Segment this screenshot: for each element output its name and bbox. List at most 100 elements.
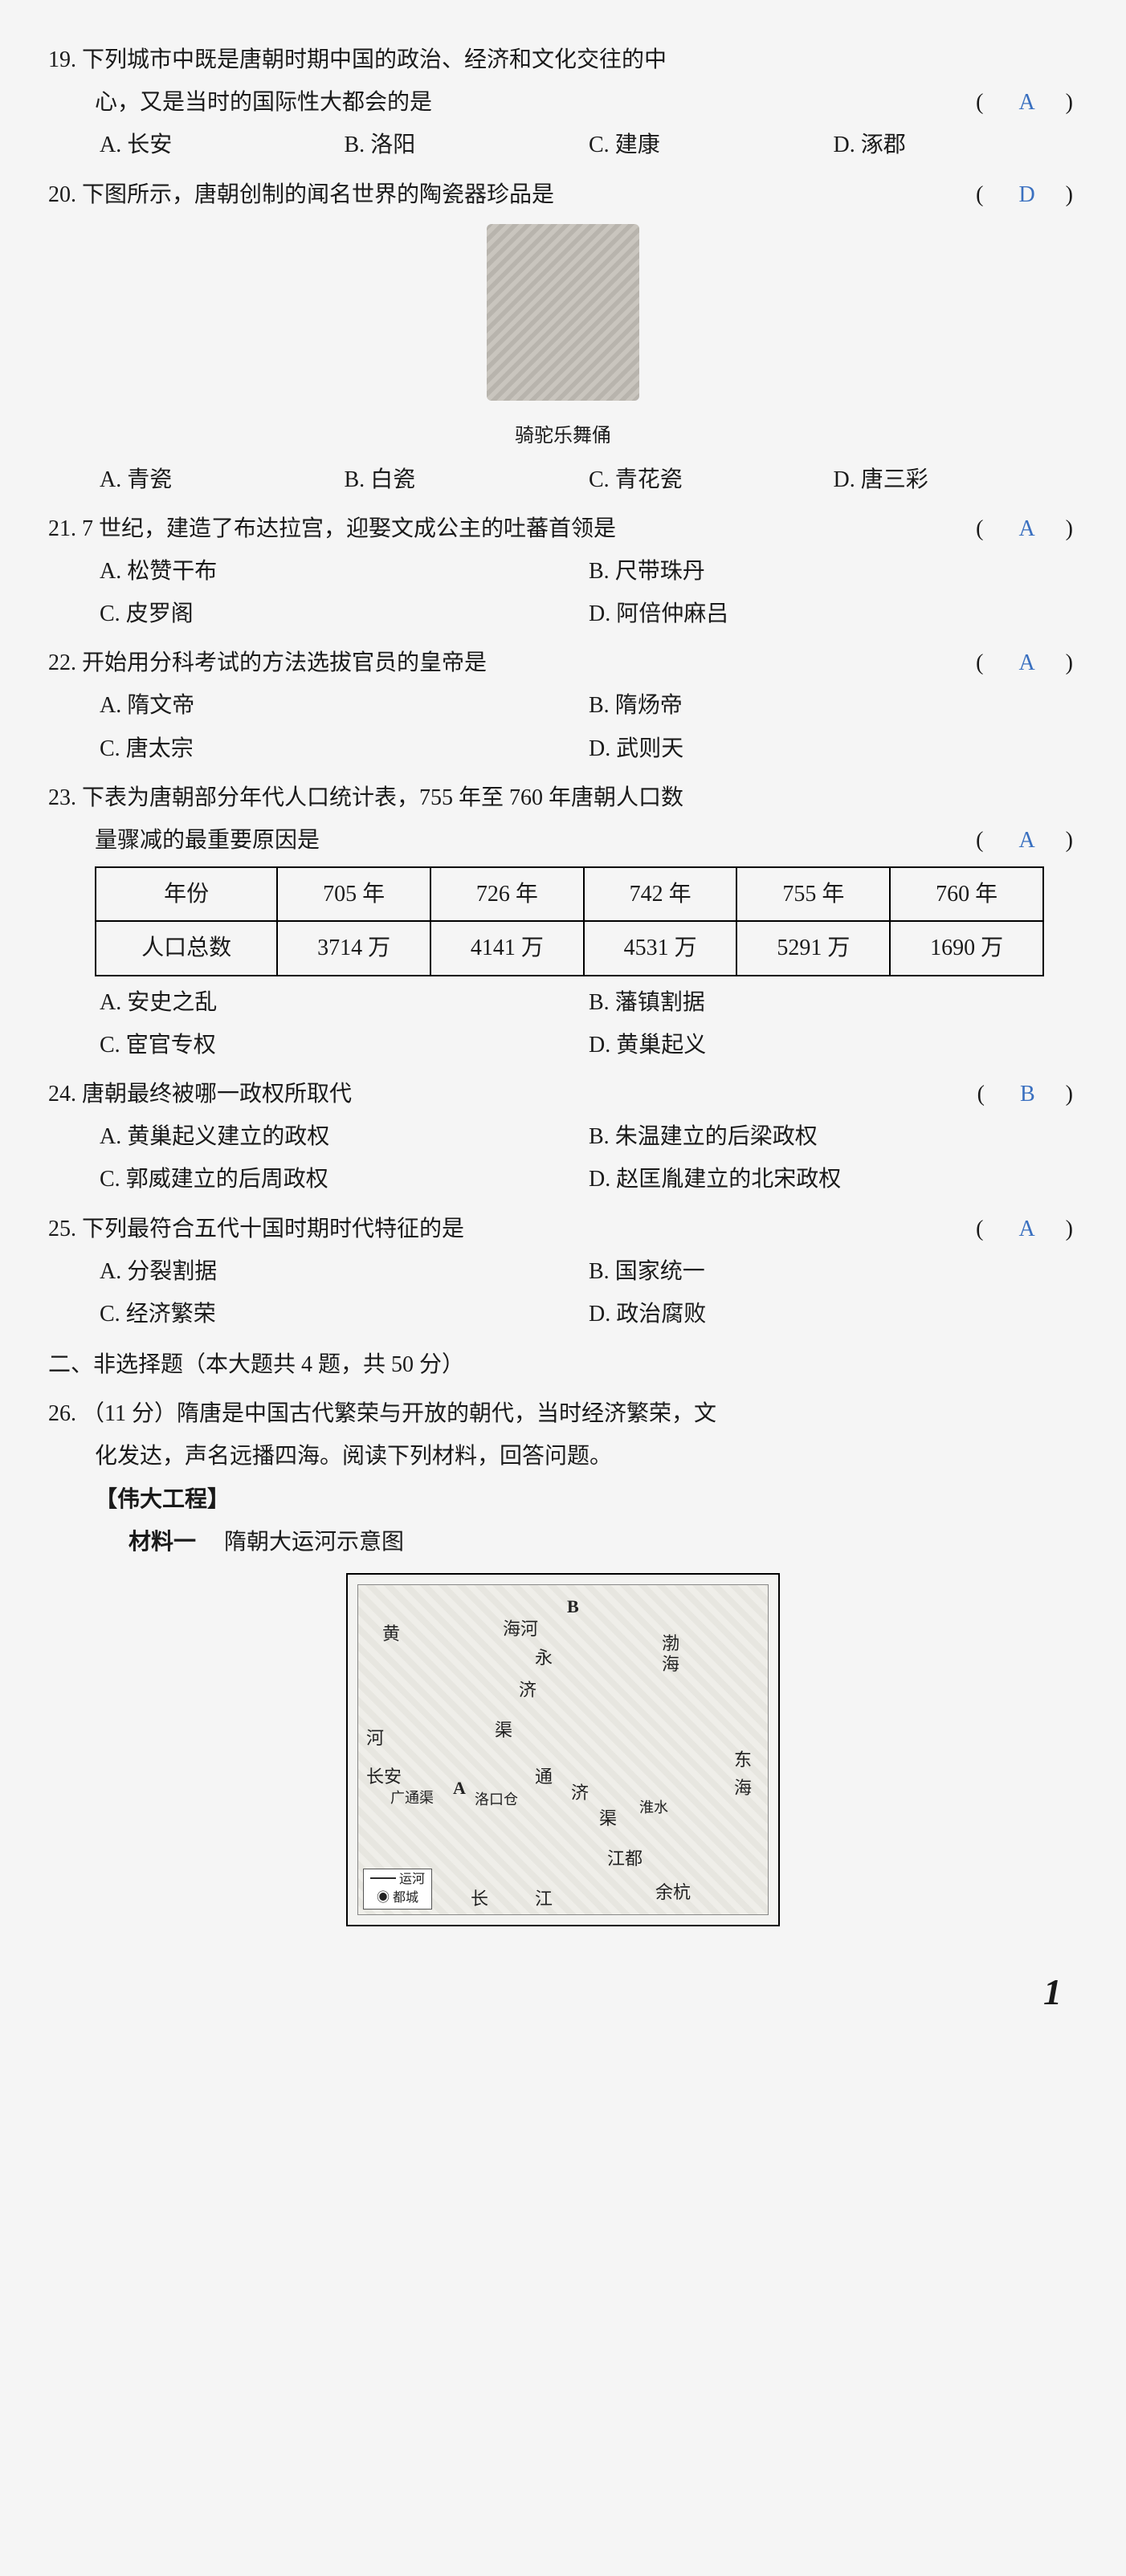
figure: 骑驼乐舞俑: [48, 224, 1078, 455]
legend-capital: ◉ 都城: [370, 1889, 425, 1907]
map-label-huaishui: 淮水: [639, 1794, 668, 1821]
table-header-cell: 742 年: [584, 867, 737, 921]
option-a: A. 分裂割据: [100, 1250, 589, 1293]
map-label-he: 河: [366, 1722, 384, 1755]
answer: A: [1015, 828, 1038, 853]
option-c: C. 经济繁荣: [100, 1293, 589, 1335]
table-header-row: 年份 705 年 726 年 742 年 755 年 760 年: [96, 867, 1043, 921]
stem-text: 7 世纪，建造了布达拉宫，迎娶文成公主的吐蕃首领是: [82, 516, 616, 541]
table-header-cell: 760 年: [890, 867, 1043, 921]
legend-canal: ━━ 运河: [370, 1871, 425, 1889]
section-2-title: 二、非选择题（本大题共 4 题，共 50 分）: [48, 1343, 1078, 1386]
stem-line-1: 20. 下图所示，唐朝创制的闻名世界的陶瓷器珍品是 ( D ): [48, 173, 1078, 216]
question-24: 24. 唐朝最终被哪一政权所取代 ( B ) A. 黄巢起义建立的政权 B. 朱…: [48, 1073, 1078, 1201]
question-number: 19.: [48, 47, 76, 72]
options: A. 隋文帝 B. 隋炀帝 C. 唐太宗 D. 武则天: [48, 684, 1078, 769]
option-d: D. 涿郡: [834, 124, 1079, 166]
answer-blank: ( A ): [976, 642, 1078, 684]
stem-line-2: 化发达，声名远播四海。阅读下列材料，回答问题。: [48, 1435, 1078, 1478]
question-number: 23.: [48, 785, 76, 810]
option-b: B. 白瓷: [345, 459, 590, 501]
map-label-ji: 济: [519, 1673, 536, 1707]
map-label-lkc: 洛口仓: [475, 1786, 518, 1813]
options: A. 安史之乱 B. 藩镇割据 C. 宦官专权 D. 黄巢起义: [48, 981, 1078, 1066]
question-21: 21. 7 世纪，建造了布达拉宫，迎娶文成公主的吐蕃首领是 ( A ) A. 松…: [48, 507, 1078, 636]
option-b: B. 国家统一: [589, 1250, 1078, 1293]
question-number: 20.: [48, 182, 76, 207]
question-number: 24.: [48, 1082, 76, 1107]
option-c: C. 唐太宗: [100, 728, 589, 770]
option-c: C. 宦官专权: [100, 1024, 589, 1066]
stem-text: （11 分）隋唐是中国古代繁荣与开放的朝代，当时经济繁荣，文: [82, 1401, 716, 1426]
material-label: 材料一: [129, 1530, 196, 1555]
map-label-ji2: 济: [571, 1776, 589, 1810]
option-d: D. 政治腐败: [589, 1293, 1078, 1335]
options: A. 长安 B. 洛阳 C. 建康 D. 涿郡: [48, 124, 1078, 166]
option-d: D. 赵匡胤建立的北宋政权: [589, 1158, 1078, 1200]
camel-figurine-image: [487, 224, 639, 401]
material-text: 隋朝大运河示意图: [224, 1530, 404, 1555]
map-label-chang: 长: [471, 1882, 488, 1916]
option-d: D. 武则天: [589, 728, 1078, 770]
map-label-yuhang: 余杭: [655, 1876, 691, 1910]
map-label-haihe: 海河: [503, 1612, 538, 1646]
map-label-jiang: 江: [535, 1882, 553, 1916]
question-23: 23. 下表为唐朝部分年代人口统计表，755 年至 760 年唐朝人口数 量骤减…: [48, 776, 1078, 1066]
answer-blank: ( D ): [976, 173, 1078, 216]
stem-line-1: 21. 7 世纪，建造了布达拉宫，迎娶文成公主的吐蕃首领是 ( A ): [48, 507, 1078, 550]
option-a: A. 长安: [100, 124, 345, 166]
options: A. 松赞干布 B. 尺带珠丹 C. 皮罗阁 D. 阿倍仲麻吕: [48, 550, 1078, 635]
option-c: C. 皮罗阁: [100, 593, 589, 635]
stem-line-1: 23. 下表为唐朝部分年代人口统计表，755 年至 760 年唐朝人口数: [48, 776, 1078, 819]
question-number: 22.: [48, 650, 76, 675]
stem-text: 下表为唐朝部分年代人口统计表，755 年至 760 年唐朝人口数: [82, 785, 683, 810]
option-b: B. 洛阳: [345, 124, 590, 166]
stem-text: 下列最符合五代十国时期时代特征的是: [82, 1217, 464, 1241]
answer: A: [1015, 650, 1038, 675]
table-cell: 4531 万: [584, 921, 737, 975]
option-a: A. 安史之乱: [100, 981, 589, 1024]
question-25: 25. 下列最符合五代十国时期时代特征的是 ( A ) A. 分裂割据 B. 国…: [48, 1208, 1078, 1336]
map-label-donghai: 东 海: [734, 1746, 752, 1802]
options: A. 分裂割据 B. 国家统一 C. 经济繁荣 D. 政治腐败: [48, 1250, 1078, 1335]
stem-text: 量骤减的最重要原因是: [95, 828, 320, 853]
map-label-tong: 通: [535, 1760, 553, 1794]
map-label-A: A: [453, 1771, 466, 1805]
question-number: 26.: [48, 1401, 76, 1426]
table-cell: 5291 万: [736, 921, 890, 975]
table-header-cell: 755 年: [736, 867, 890, 921]
option-b: B. 尺带珠丹: [589, 550, 1078, 593]
stem-line-1: 19. 下列城市中既是唐朝时期中国的政治、经济和文化交往的中: [48, 39, 1078, 81]
map-legend: ━━ 运河 ◉ 都城: [363, 1869, 432, 1910]
page-number: 1: [48, 1957, 1078, 2027]
question-20: 20. 下图所示，唐朝创制的闻名世界的陶瓷器珍品是 ( D ) 骑驼乐舞俑 A.…: [48, 173, 1078, 501]
map-wrap: B 海河 渤 海 黄 河 永 济 渠 长安 广通渠 A 洛口仓 通 济 渠 淮水…: [48, 1573, 1078, 1941]
option-c: C. 建康: [589, 124, 834, 166]
option-d: D. 唐三彩: [834, 459, 1079, 501]
map-label-bohai: 渤 海: [662, 1633, 679, 1676]
map-label-gtq: 广通渠: [390, 1784, 434, 1812]
stem-line-1: 22. 开始用分科考试的方法选拔官员的皇帝是 ( A ): [48, 642, 1078, 684]
answer: A: [1015, 516, 1038, 541]
table-header-cell: 726 年: [430, 867, 584, 921]
stem-line-2: 量骤减的最重要原因是 ( A ): [48, 819, 1078, 862]
answer: D: [1015, 182, 1038, 207]
stem-line-1: 25. 下列最符合五代十国时期时代特征的是 ( A ): [48, 1208, 1078, 1250]
question-26: 26. （11 分）隋唐是中国古代繁荣与开放的朝代，当时经济繁荣，文 化发达，声…: [48, 1392, 1078, 1941]
table-header-cell: 年份: [96, 867, 277, 921]
material-line: 材料一 隋朝大运河示意图: [48, 1521, 1078, 1563]
stem-text: 下图所示，唐朝创制的闻名世界的陶瓷器珍品是: [82, 182, 554, 207]
map-label-qu2: 渠: [599, 1802, 617, 1836]
answer-blank: ( A ): [976, 507, 1078, 550]
map-label-huang: 黄: [382, 1617, 400, 1651]
options: A. 黄巢起义建立的政权 B. 朱温建立的后梁政权 C. 郭威建立的后周政权 D…: [48, 1115, 1078, 1200]
option-a: A. 隋文帝: [100, 684, 589, 727]
option-a: A. 松赞干布: [100, 550, 589, 593]
option-d: D. 黄巢起义: [589, 1024, 1078, 1066]
stem-line-1: 24. 唐朝最终被哪一政权所取代 ( B ): [48, 1073, 1078, 1115]
map-label-yong: 永: [535, 1641, 553, 1675]
stem-text: 下列城市中既是唐朝时期中国的政治、经济和文化交往的中: [82, 47, 667, 72]
question-number: 21.: [48, 516, 76, 541]
question-number: 25.: [48, 1217, 76, 1241]
grand-canal-map: B 海河 渤 海 黄 河 永 济 渠 长安 广通渠 A 洛口仓 通 济 渠 淮水…: [346, 1573, 780, 1926]
